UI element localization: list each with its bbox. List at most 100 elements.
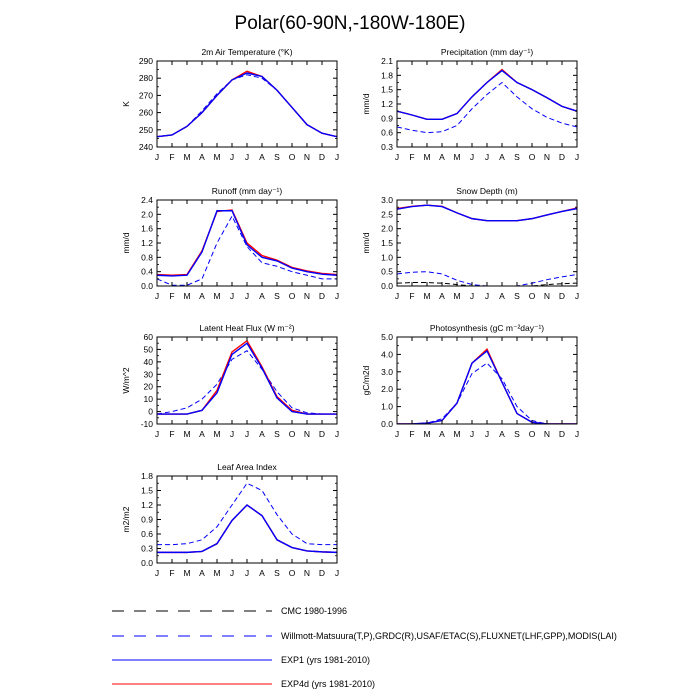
x-tick-label: F [169,152,174,162]
y-tick-label: 1.5 [381,238,393,248]
y-tick-label: 0.0 [141,281,153,291]
y-tick-label: 0.0 [381,419,393,429]
y-tick-label: 0.6 [381,128,393,138]
legend-label: Willmott-Matsuura(T,P),GRDC(R),USAF/ETAC… [281,631,617,641]
x-tick-label: N [304,291,310,301]
plot-frame [156,336,338,425]
series-group [397,204,577,286]
x-tick-label: J [485,429,489,439]
plot-frame [396,199,578,287]
y-tick-label: 0.6 [141,529,153,539]
x-tick-label: J [395,152,399,162]
x-tick-label: J [230,152,234,162]
y-tick-label: 5.0 [381,332,393,342]
x-tick-label: O [529,152,536,162]
panel-photosynthesis: Photosynthesis (gC m⁻²day⁻¹) gC/m2d 0.0 1.0… [361,323,579,439]
y-axis-label: W/m^2 [121,367,131,393]
panel-title: Photosynthesis (gC m⁻²day⁻¹) [430,323,544,333]
x-tick-label: A [439,152,445,162]
x-tick-label: A [199,291,205,301]
panel-snow-depth: Snow Depth (m) mm/d 0.0 0.5 1.0 1.5 2.0 2.5 3.0 J… [361,186,579,301]
plot-frame [396,60,578,148]
panel-title: Leaf Area Index [217,462,277,472]
x-tick-label: A [499,152,505,162]
x-tick-label: M [423,291,430,301]
x-tick-label: D [559,152,565,162]
x-tick-label: N [544,429,550,439]
x-tick-label: A [259,568,265,578]
x-tick-label: M [213,429,220,439]
y-axis-label: m2/m2 [121,506,131,532]
x-tick-label: A [499,429,505,439]
y-tick-label: 280 [139,73,153,83]
y-tick-label: 20 [144,382,154,392]
panel-precip: Precipitation (mm day⁻¹) mm/d 0.3 0.6 0.9 1.2… [361,47,579,162]
x-tick-label: J [575,291,579,301]
x-tick-label: A [259,291,265,301]
y-tick-label: 60 [144,332,154,342]
x-tick-label: J [155,152,159,162]
x-tick-label: J [335,568,339,578]
x-tick-label: O [289,291,296,301]
y-tick-label: 290 [139,56,153,66]
y-tick-label: 0.5 [381,267,393,277]
y-tick-label: 1.8 [381,70,393,80]
legend-label: EXP1 (yrs 1981-2010) [281,655,370,665]
x-tick-label: J [155,568,159,578]
x-tick-label: J [485,152,489,162]
series-line-exp1 [397,204,577,222]
x-tick-label: J [395,429,399,439]
y-tick-label: 0.4 [141,267,153,277]
x-tick-label: N [544,291,550,301]
y-tick-label: 0.8 [141,252,153,262]
y-tick-label: 1.0 [381,252,393,262]
x-tick-label: D [319,568,325,578]
panel-title: 2m Air Temperature (°K) [201,47,292,57]
series-line-usaf-etac [397,271,577,286]
x-tick-label: N [304,152,310,162]
x-tick-label: J [245,429,249,439]
y-tick-label: 2.0 [141,209,153,219]
x-tick-label: S [274,429,280,439]
y-tick-label: 2.0 [381,224,393,234]
y-tick-label: 4.0 [381,349,393,359]
y-tick-label: 250 [139,125,153,135]
x-tick-label: N [544,152,550,162]
y-axis-label: mm/d [121,232,131,254]
y-tick-label: 0.3 [141,544,153,554]
x-tick-label: S [514,429,520,439]
x-tick-label: J [395,291,399,301]
legend-label: CMC 1980-1996 [281,606,347,616]
y-tick-label: 240 [139,142,153,152]
panel-title: Latent Heat Flux (W m⁻²) [199,323,294,333]
series-line-exp1 [157,210,337,277]
y-tick-label: 3.0 [381,367,393,377]
x-tick-label: F [169,429,174,439]
y-tick-label: 260 [139,108,153,118]
x-tick-label: S [514,152,520,162]
legend: CMC 1980-1996 Willmott-Matsuura(T,P),GRDC… [112,606,617,689]
series-group [157,339,337,415]
y-tick-label: 1.2 [141,500,153,510]
y-tick-label: 1.6 [141,224,153,234]
x-tick-label: F [169,291,174,301]
series-line-fluxnet [157,350,337,415]
x-tick-label: F [169,568,174,578]
x-tick-label: D [319,152,325,162]
y-tick-label: 30 [144,369,154,379]
series-line-exp1 [157,342,337,415]
series-line-willmott-matsuura [397,81,577,134]
figure-title: Polar(60-90N,-180W-180E) [235,13,466,34]
x-tick-label: A [199,568,205,578]
y-tick-label: 0.9 [141,515,153,525]
x-tick-label: J [155,291,159,301]
panel-title: Precipitation (mm day⁻¹) [441,47,534,57]
y-tick-label: 2.0 [381,384,393,394]
series-line-exp4d [397,204,577,222]
x-tick-label: J [470,152,474,162]
x-tick-label: D [319,429,325,439]
x-tick-label: M [183,568,190,578]
x-tick-label: J [230,568,234,578]
x-tick-label: D [559,429,565,439]
series-group [157,209,337,286]
